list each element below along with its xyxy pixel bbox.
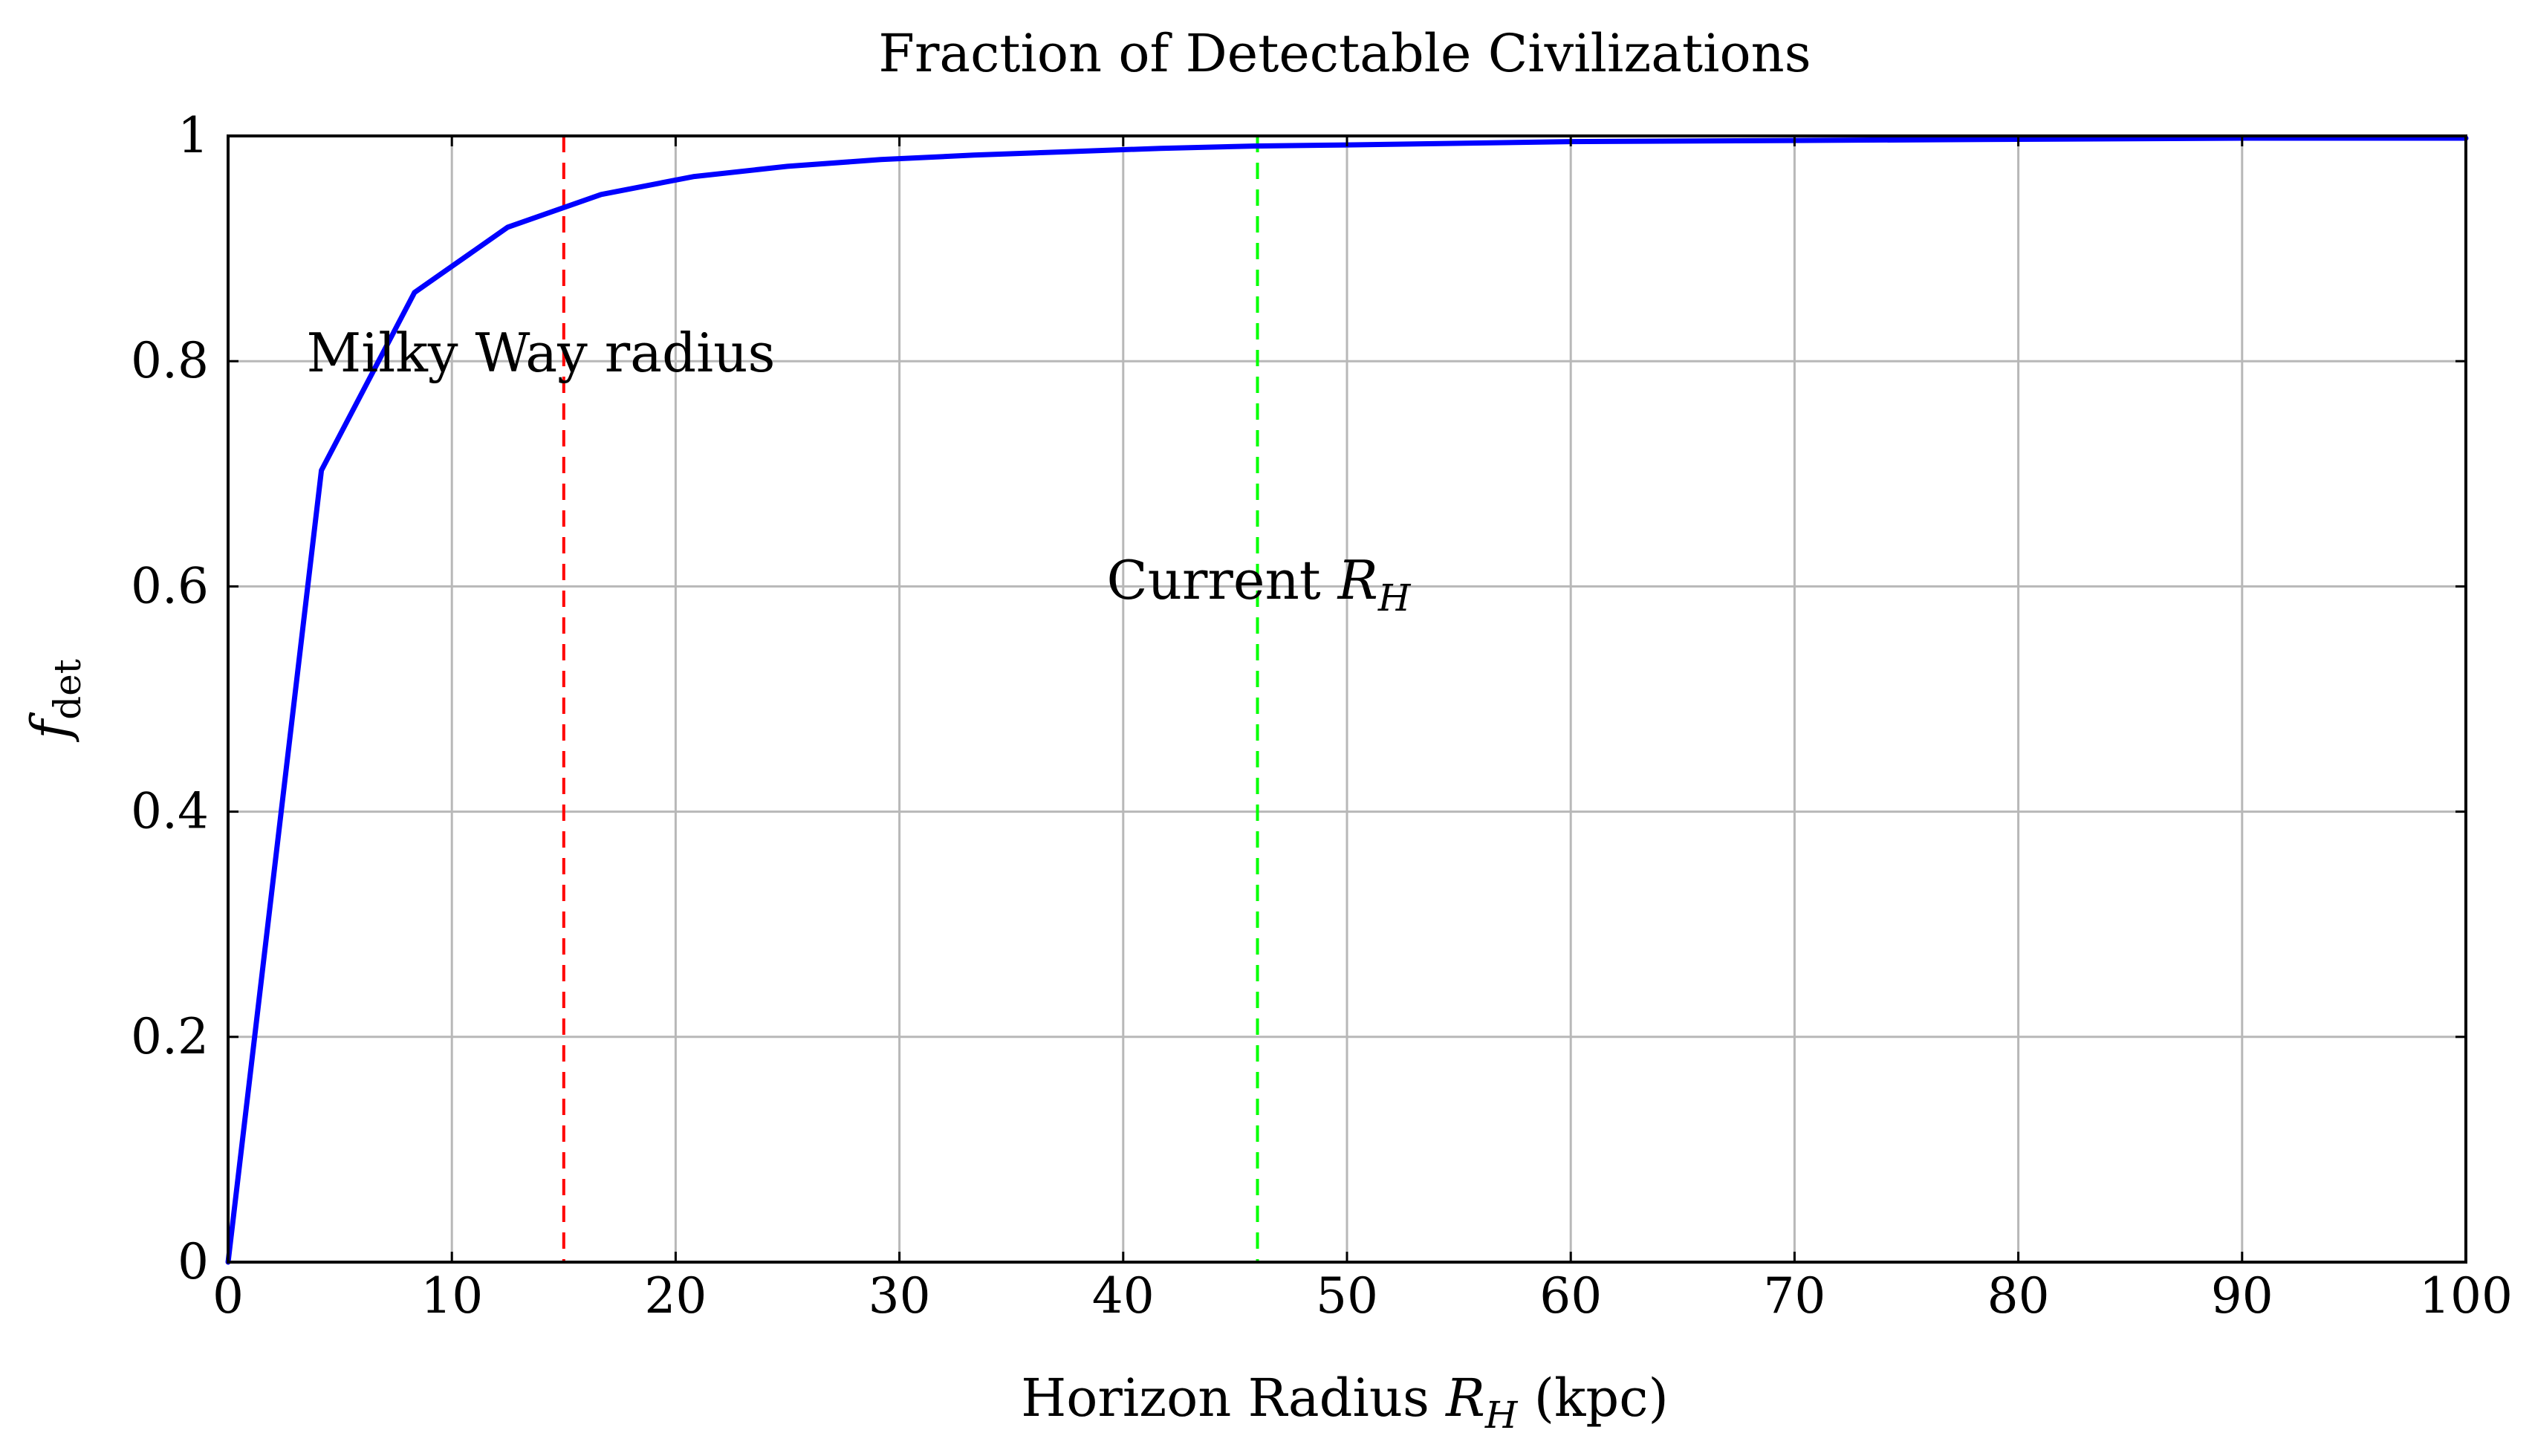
current-rh-symbol: R <box>1337 549 1378 611</box>
y-tick-label: 0.4 <box>131 783 209 840</box>
y-tick-label: 0.8 <box>131 332 209 389</box>
x-tick-label: 100 <box>2419 1267 2513 1325</box>
milky-way-annotation: Milky Way radius <box>307 322 776 384</box>
x-tick-label: 60 <box>1539 1267 1602 1325</box>
chart-title: Fraction of Detectable Civilizations <box>878 23 1811 84</box>
y-tick-label: 1 <box>178 107 209 164</box>
x-tick-label: 90 <box>2211 1267 2273 1325</box>
x-axis-label-symbol: R <box>1444 1368 1485 1429</box>
y-tick-label: 0.2 <box>131 1008 209 1065</box>
x-tick-label: 20 <box>644 1267 707 1325</box>
x-tick-label: 0 <box>212 1267 244 1325</box>
x-tick-label: 30 <box>869 1267 931 1325</box>
y-tick-label: 0.6 <box>131 557 209 614</box>
tick-labels: 0 10 20 30 40 50 60 70 80 90 100 0 0.2 0.4 0.6 0.8 1 <box>131 107 2513 1325</box>
series-line <box>225 135 2469 1265</box>
x-tick-label: 50 <box>1316 1267 1378 1325</box>
current-rh-prefix: Current <box>1107 549 1338 611</box>
current-rh-subscript: H <box>1377 576 1412 620</box>
x-axis-label-prefix: Horizon Radius <box>1021 1368 1446 1429</box>
x-tick-label: 70 <box>1763 1267 1825 1325</box>
y-axis-label: fdet <box>20 659 89 743</box>
grid-lines <box>228 136 2466 1262</box>
x-tick-label: 40 <box>1092 1267 1155 1325</box>
x-axis-label: Horizon Radius RH (kpc) <box>1021 1368 1669 1437</box>
y-tick-label: 0 <box>178 1233 209 1290</box>
x-axis-label-suffix: (kpc) <box>1517 1368 1668 1429</box>
current-rh-annotation: Current RH <box>1107 549 1412 620</box>
reference-lines <box>562 136 1259 1262</box>
x-tick-label: 80 <box>1987 1267 2050 1325</box>
y-axis-label-subscript: det <box>46 659 89 720</box>
x-axis-label-subscript: H <box>1484 1394 1519 1437</box>
series-layer <box>225 135 2469 1265</box>
x-tick-label: 10 <box>421 1267 483 1325</box>
